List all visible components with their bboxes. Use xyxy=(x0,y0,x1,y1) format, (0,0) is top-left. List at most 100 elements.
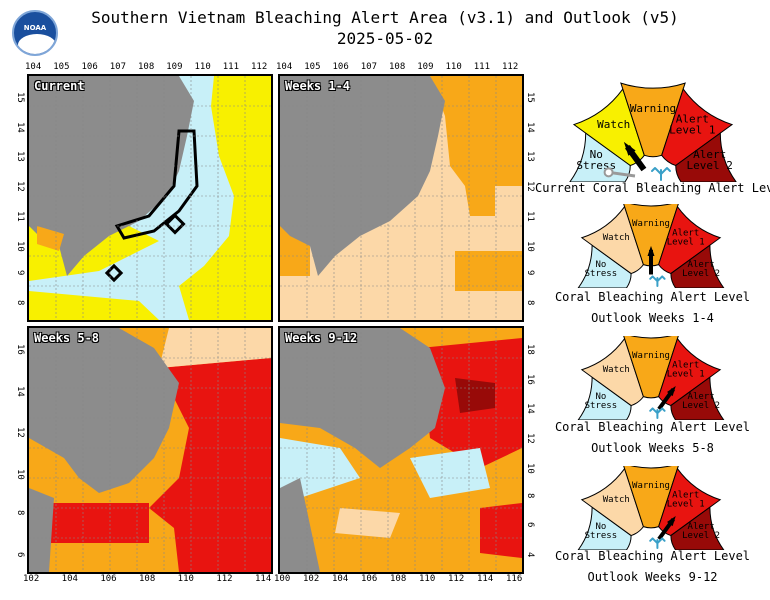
map-tick-top: 105 xyxy=(304,62,321,72)
map-tick-left: 14 xyxy=(15,385,25,397)
map-tick-right: 13 xyxy=(525,151,535,163)
map-tick-bottom: 108 xyxy=(390,574,407,584)
gauge-label-alert-1: Alert Level 1 xyxy=(667,361,705,380)
gauge-segment-warning xyxy=(620,82,686,158)
map-tick-bottom: 112 xyxy=(216,574,233,584)
watch-area-east xyxy=(179,76,271,320)
map-tick-right: 14 xyxy=(525,403,535,415)
map-tick-left: 10 xyxy=(15,468,25,480)
map-tick-top: 105 xyxy=(53,62,70,72)
coral-icon xyxy=(649,407,666,419)
map-tick-right: 8 xyxy=(525,300,535,306)
map-tick-bottom: 106 xyxy=(361,574,378,584)
map-current-canvas xyxy=(29,76,271,320)
map-label: Current xyxy=(34,79,85,93)
coral-icon xyxy=(651,167,671,181)
coral-icon xyxy=(649,275,666,287)
map-tick-right: 10 xyxy=(525,462,535,474)
map-current: Current xyxy=(27,74,273,322)
gauge-label-no-stress: No Stress xyxy=(585,260,618,279)
product-date: 2025-05-02 xyxy=(336,29,434,48)
gauge-pointer-head xyxy=(623,141,636,156)
map-tick-bottom: 116 xyxy=(506,574,523,584)
map-tick-right: 11 xyxy=(525,210,535,222)
gauge-pointer-head xyxy=(647,245,655,256)
map-tick-left: 8 xyxy=(15,510,25,516)
map-tick-left: 12 xyxy=(15,181,25,192)
gauge-label-watch: Watch xyxy=(603,495,630,505)
map-weeks-9-12: Weeks 9-12 xyxy=(278,326,524,574)
map-tick-right: 12 xyxy=(525,181,535,192)
gauge-caption: Current Coral Bleaching Alert Level xyxy=(535,181,770,195)
map-tick-top: 110 xyxy=(445,62,462,72)
map-grid xyxy=(29,328,271,572)
no-stress-area xyxy=(410,448,490,498)
gauge-label-watch: Watch xyxy=(603,233,630,243)
map-tick-left: 13 xyxy=(15,151,25,163)
gauge-segment-alert-2 xyxy=(670,244,725,288)
map-tick-bottom: 114 xyxy=(477,574,494,584)
gauge-label-warning: Warning xyxy=(632,219,670,229)
map-label: Weeks 1-4 xyxy=(285,79,351,93)
gauge-label-alert-2: Alert Level 2 xyxy=(682,392,720,411)
gauge-label-alert-1: Alert Level 1 xyxy=(667,491,705,510)
map-tick-bottom: 108 xyxy=(139,574,156,584)
land-indochina xyxy=(280,328,445,468)
map-tick-right: 4 xyxy=(525,552,535,558)
map-tick-left: 16 xyxy=(15,344,25,355)
alert-area-outline-2 xyxy=(164,213,186,235)
logo-text: NOAA xyxy=(23,24,47,32)
gauge-segment-warning xyxy=(623,204,679,267)
gauge-label-warning: Warning xyxy=(632,481,670,491)
gauge-segment-alert-1 xyxy=(658,205,722,275)
alert-area-outline xyxy=(114,129,199,240)
map-tick-right: 12 xyxy=(525,433,535,444)
map-tick-top: 108 xyxy=(138,62,155,72)
map-weeks-1-4: Weeks 1-4 xyxy=(278,74,524,322)
map-tick-right: 16 xyxy=(525,373,535,385)
gauge-label-warning: Warning xyxy=(632,351,670,361)
map-tick-top: 106 xyxy=(332,62,349,72)
gauge-needle-tip xyxy=(603,167,614,178)
map-grid xyxy=(29,76,271,320)
map-tick-top: 106 xyxy=(81,62,98,72)
map-tick-top: 104 xyxy=(25,62,42,72)
alert1-area-east xyxy=(149,358,271,572)
map-tick-top: 107 xyxy=(109,62,127,72)
map-tick-bottom: 102 xyxy=(23,574,40,584)
map-tick-bottom: 114 xyxy=(255,574,272,584)
gauge-segment-alert-1 xyxy=(661,87,734,167)
map-tick-top: 109 xyxy=(166,62,183,72)
warning-area-se xyxy=(455,251,522,291)
map-tick-left: 15 xyxy=(15,92,25,103)
logo-wave xyxy=(18,34,56,54)
watch-area-south xyxy=(29,291,159,320)
gauge-label-watch: Watch xyxy=(603,365,630,375)
map-grid xyxy=(280,76,522,320)
map-tick-bottom: 112 xyxy=(448,574,465,584)
land-malay xyxy=(29,488,54,572)
map-weeks-5-8-canvas xyxy=(29,328,271,572)
gauge-caption: Coral Bleaching Alert Level xyxy=(554,549,751,563)
map-tick-bottom: 110 xyxy=(177,574,194,584)
gauge-caption: Coral Bleaching Alert Level xyxy=(554,420,751,434)
gauge-label-alert-1: Alert Level 1 xyxy=(669,112,715,136)
gauge-label-alert-2: Alert Level 2 xyxy=(682,522,720,541)
map-tick-left: 14 xyxy=(15,121,25,133)
noaa-logo: NOAA xyxy=(12,10,58,56)
map-grid xyxy=(280,328,522,572)
warning-patch xyxy=(37,226,64,251)
map-tick-top: 104 xyxy=(276,62,293,72)
gauge-label-no-stress: No Stress xyxy=(585,392,618,411)
map-tick-bottom: 110 xyxy=(419,574,436,584)
gauge-caption-2: Outlook Weeks 5-8 xyxy=(591,441,714,455)
map-tick-left: 6 xyxy=(15,552,25,558)
map-tick-left: 12 xyxy=(15,427,25,439)
warning-area-east xyxy=(430,76,522,216)
map-tick-left: 9 xyxy=(15,270,25,276)
gauge-segment-alert-2 xyxy=(670,376,725,420)
map-tick-right: 18 xyxy=(525,344,535,355)
land-malay xyxy=(280,478,320,572)
